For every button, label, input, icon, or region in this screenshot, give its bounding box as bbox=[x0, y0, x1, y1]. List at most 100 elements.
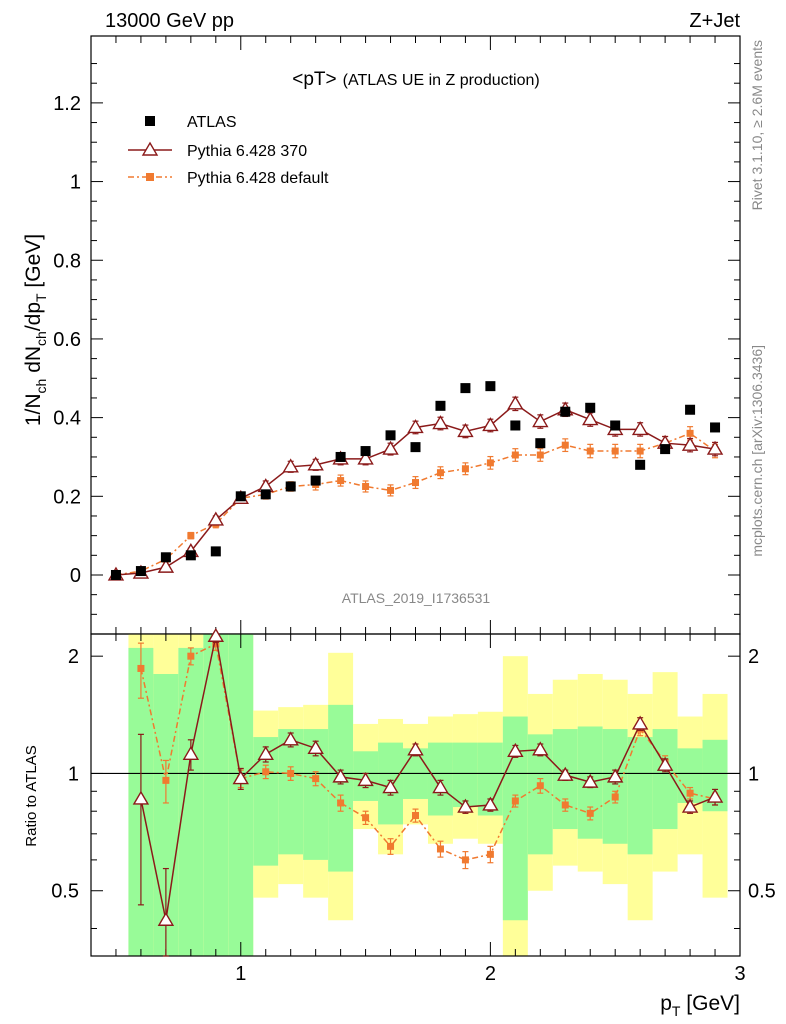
point-pythia370 bbox=[706, 440, 724, 455]
ratio-ytick-label: 0.5 bbox=[51, 881, 79, 903]
main-plot: 0 0.2 0.4 0.6 0.8 1 1.2 bbox=[53, 35, 741, 635]
ratio-ytick-label-right: 2 bbox=[748, 646, 759, 668]
ratio-point-pythia370 bbox=[282, 731, 299, 746]
main-ytick-label: 0.6 bbox=[53, 329, 81, 351]
point-atlas bbox=[710, 422, 721, 433]
series-line-pythia-default bbox=[115, 432, 716, 576]
ratio-point-pythia-default bbox=[686, 789, 694, 797]
ratio-point-pythia-default bbox=[586, 809, 594, 817]
main-ytick-label: 0.8 bbox=[53, 250, 81, 272]
point-atlas bbox=[460, 383, 471, 394]
point-pythia-default bbox=[187, 532, 195, 540]
ratio-point-pythia370 bbox=[357, 771, 374, 787]
point-atlas bbox=[310, 475, 321, 486]
ratio-point-pythia370 bbox=[482, 796, 499, 811]
point-pythia370 bbox=[357, 450, 374, 465]
ratio-point-pythia-default bbox=[362, 814, 370, 822]
ratio-point-pythia370 bbox=[532, 741, 549, 756]
point-pythia370 bbox=[207, 511, 225, 526]
main-ytick-label: 1.2 bbox=[53, 93, 81, 115]
ratio-xtick-label: 3 bbox=[734, 963, 745, 985]
main-ytick-label: 0 bbox=[70, 565, 81, 587]
ratio-point-pythia370 bbox=[132, 790, 150, 805]
ratio-point-pythia370 bbox=[157, 911, 175, 926]
point-atlas bbox=[210, 546, 221, 557]
ratio-point-pythia-default bbox=[312, 775, 320, 783]
legend-marker-pythia370 bbox=[141, 141, 159, 156]
ratio-point-pythia-default bbox=[137, 664, 145, 672]
point-pythia-default bbox=[362, 482, 370, 490]
ratio-point-pythia370 bbox=[232, 770, 249, 785]
ratio-point-pythia370 bbox=[257, 745, 274, 760]
point-atlas bbox=[685, 404, 696, 415]
ratio-point-pythia-default bbox=[461, 856, 469, 864]
band-inner-bin bbox=[178, 647, 204, 956]
point-pythia-default bbox=[536, 451, 544, 459]
point-pythia370 bbox=[631, 421, 649, 436]
ratio-point-pythia370 bbox=[507, 742, 524, 757]
ratio-point-pythia-default bbox=[412, 811, 419, 819]
point-pythia-default bbox=[611, 447, 619, 455]
ratio-point-pythia-default bbox=[511, 797, 519, 805]
ratio-point-pythia370 bbox=[182, 745, 200, 760]
ratio-point-pythia370 bbox=[681, 798, 699, 813]
point-atlas bbox=[385, 430, 396, 441]
point-atlas bbox=[585, 402, 596, 413]
point-pythia370 bbox=[307, 456, 324, 471]
ratio-point-pythia-default bbox=[486, 850, 494, 858]
legend-label-pythia370: Pythia 6.428 370 bbox=[187, 143, 307, 160]
ratio-point-pythia-default bbox=[436, 845, 444, 853]
point-pythia-default bbox=[436, 469, 444, 477]
point-atlas bbox=[560, 406, 571, 417]
ratio-xtick-label: 2 bbox=[485, 963, 496, 985]
point-pythia-default bbox=[337, 477, 345, 485]
point-atlas bbox=[285, 481, 296, 492]
ratio-point-pythia370 bbox=[407, 741, 424, 756]
header-right: Z+Jet bbox=[689, 10, 740, 32]
ratio-point-pythia370 bbox=[307, 739, 324, 755]
ratio-point-pythia-default bbox=[611, 793, 619, 801]
ratio-point-pythia-default bbox=[187, 652, 195, 660]
point-pythia370 bbox=[382, 440, 399, 455]
svg-text:mcplots.cern.ch [arXiv:1306.34: mcplots.cern.ch [arXiv:1306.3436] bbox=[749, 345, 765, 557]
ratio-point-pythia-default bbox=[536, 782, 544, 790]
point-atlas bbox=[485, 381, 496, 392]
point-pythia370 bbox=[407, 419, 424, 434]
point-atlas bbox=[435, 400, 446, 411]
main-ytick-label: 0.2 bbox=[53, 486, 81, 508]
ratio-ytick-label-right: 1 bbox=[748, 763, 759, 785]
svg-text:1/Nch dNch/dpT [GeV]: 1/Nch dNch/dpT [GeV] bbox=[22, 234, 49, 426]
point-atlas bbox=[185, 550, 196, 561]
ratio-point-pythia370 bbox=[631, 715, 649, 730]
band-inner-bin bbox=[228, 634, 254, 956]
legend: ATLAS Pythia 6.428 370 Pythia 6.428 defa… bbox=[128, 114, 329, 187]
ratio-point-pythia-default bbox=[561, 801, 569, 809]
ratio-point-pythia-default bbox=[337, 799, 345, 807]
point-pythia-default bbox=[686, 429, 694, 437]
point-pythia370 bbox=[681, 436, 699, 451]
ratio-point-pythia370 bbox=[382, 779, 399, 794]
ratio-plot: 1 2 3 0.5 0.5 1 1 2 2 bbox=[51, 627, 776, 985]
ratio-point-pythia-default bbox=[262, 768, 270, 776]
ratio-point-pythia370 bbox=[207, 627, 225, 642]
ratio-point-pythia-default bbox=[287, 769, 295, 777]
point-pythia370 bbox=[457, 422, 474, 438]
legend-label-pythia-default: Pythia 6.428 default bbox=[187, 170, 329, 187]
main-ytick-label: 1 bbox=[70, 172, 81, 194]
point-pythia-default bbox=[586, 447, 594, 455]
ratio-ytick-label: 2 bbox=[68, 646, 79, 668]
band-inner-bin bbox=[602, 729, 628, 844]
ratio-point-pythia370 bbox=[706, 788, 724, 803]
mcplots-label: mcplots.cern.ch [arXiv:1306.3436] bbox=[749, 345, 765, 557]
ratio-line-pythia370 bbox=[140, 636, 716, 921]
ratio-point-pythia370 bbox=[656, 756, 674, 771]
point-atlas bbox=[360, 446, 371, 457]
band-inner-bin bbox=[452, 742, 478, 808]
point-atlas bbox=[335, 451, 346, 462]
point-atlas bbox=[660, 444, 671, 455]
point-atlas bbox=[610, 420, 621, 431]
ratio-ylabel-group: Ratio to ATLAS bbox=[23, 745, 40, 846]
point-pythia370 bbox=[482, 417, 499, 432]
ratio-point-pythia-default bbox=[387, 842, 395, 850]
point-pythia-default bbox=[636, 447, 644, 455]
